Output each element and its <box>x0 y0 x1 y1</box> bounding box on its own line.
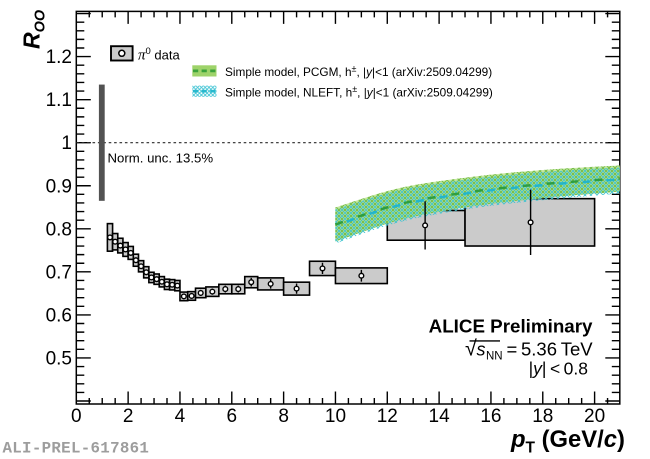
svg-text:0.6: 0.6 <box>46 305 72 326</box>
svg-text:1.2: 1.2 <box>46 47 72 68</box>
svg-text:Simple model, NLEFT, h±, |y|<1: Simple model, NLEFT, h±, |y|<1 (arXiv:25… <box>225 84 493 100</box>
svg-text:|y| < 0.8: |y| < 0.8 <box>529 359 588 379</box>
svg-text:π0 data: π0 data <box>138 46 180 63</box>
svg-text:0: 0 <box>71 406 82 427</box>
svg-text:ALI-PREL-617861: ALI-PREL-617861 <box>3 440 150 458</box>
svg-text:20: 20 <box>584 406 605 427</box>
svg-text:pT (GeV/c): pT (GeV/c) <box>510 426 625 457</box>
svg-text:s: s <box>477 340 486 360</box>
svg-text:18: 18 <box>532 406 553 427</box>
svg-text:0.8: 0.8 <box>46 219 72 240</box>
svg-text:2: 2 <box>123 406 134 427</box>
svg-text:4: 4 <box>175 406 186 427</box>
svg-text:12: 12 <box>377 406 398 427</box>
svg-text:= 5.36 TeV: = 5.36 TeV <box>507 339 594 360</box>
svg-text:NN: NN <box>486 351 503 363</box>
svg-text:8: 8 <box>278 406 289 427</box>
svg-text:10: 10 <box>325 406 346 427</box>
svg-text:1: 1 <box>61 133 72 154</box>
svg-text:√: √ <box>465 337 477 361</box>
svg-text:0.5: 0.5 <box>46 348 72 369</box>
svg-text:14: 14 <box>429 406 451 427</box>
svg-text:0.9: 0.9 <box>46 176 72 197</box>
svg-text:ALICE Preliminary: ALICE Preliminary <box>429 315 593 336</box>
svg-text:0.7: 0.7 <box>46 262 72 283</box>
svg-text:Norm. unc. 13.5%: Norm. unc. 13.5% <box>108 151 214 166</box>
svg-text:16: 16 <box>480 406 501 427</box>
svg-text:1.1: 1.1 <box>46 90 72 111</box>
svg-text:Simple model, PCGM, h±, |y|<1: Simple model, PCGM, h±, |y|<1 (arXiv:250… <box>225 63 492 79</box>
svg-text:6: 6 <box>227 406 238 427</box>
